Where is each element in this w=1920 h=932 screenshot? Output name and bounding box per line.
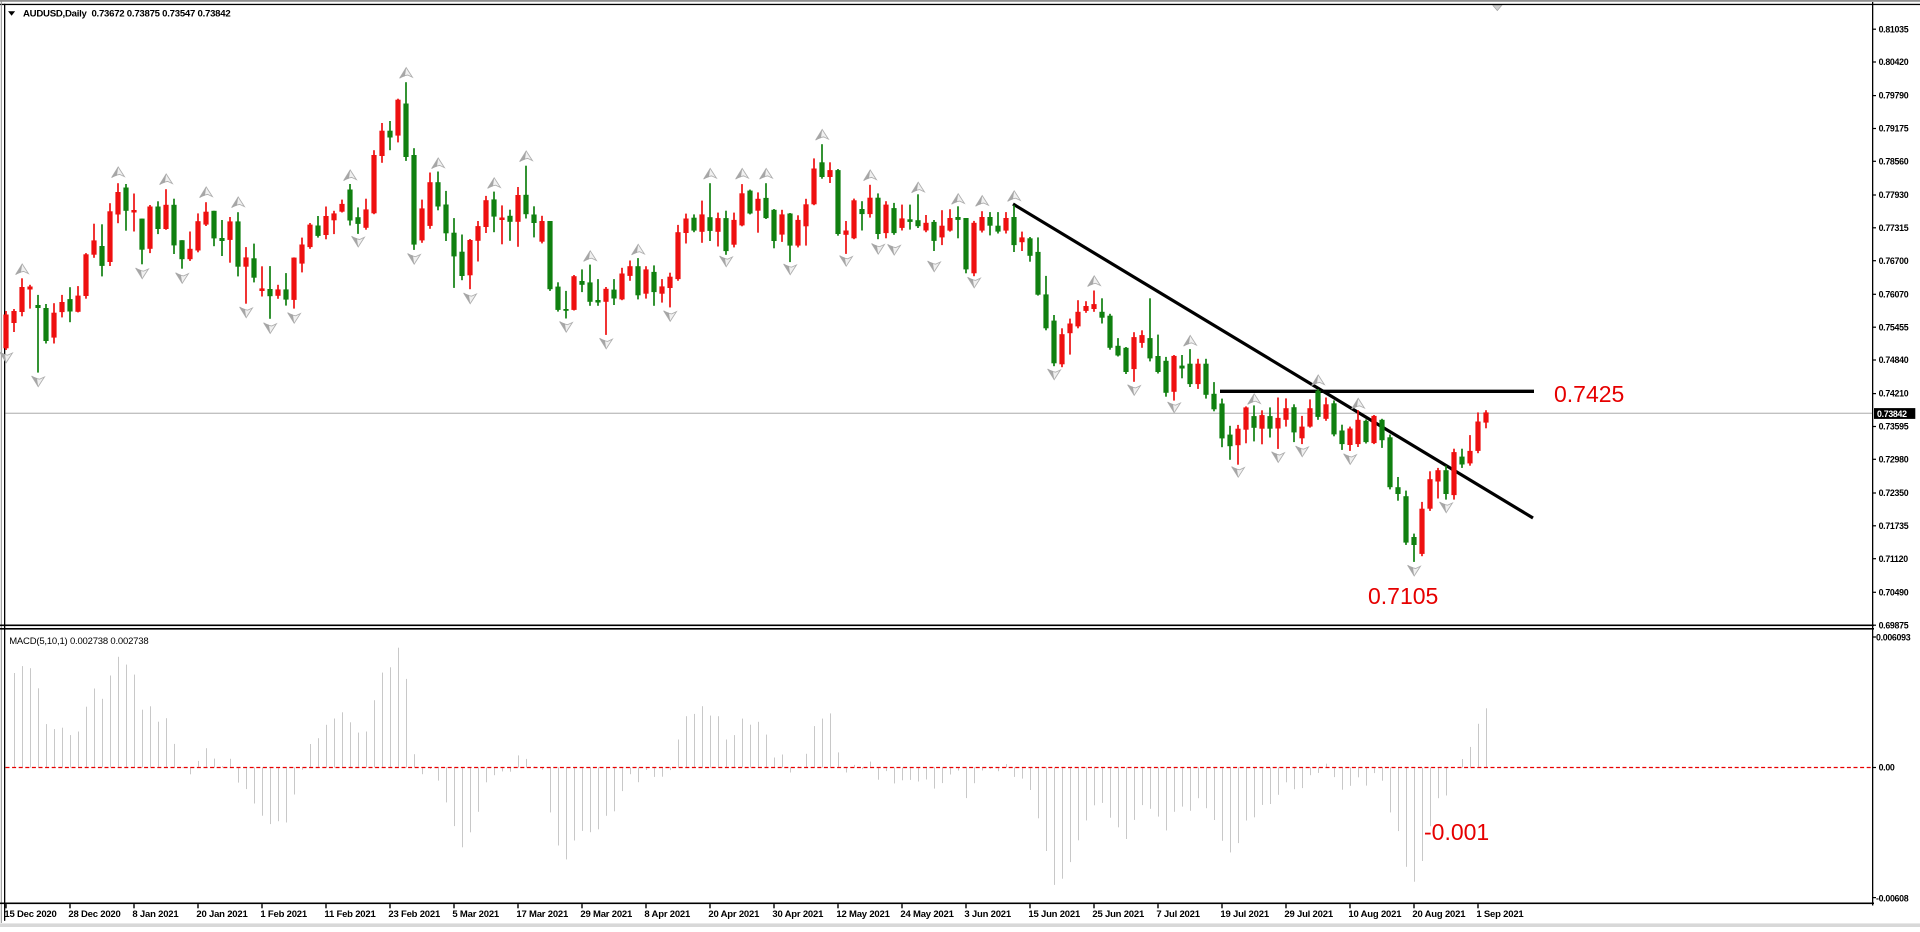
- svg-text:0.73595: 0.73595: [1879, 422, 1909, 432]
- svg-text:0.00: 0.00: [1879, 763, 1895, 773]
- svg-text:10 Aug 2021: 10 Aug 2021: [1348, 909, 1402, 920]
- svg-text:8 Apr 2021: 8 Apr 2021: [644, 909, 691, 920]
- svg-text:29 Jul 2021: 29 Jul 2021: [1284, 909, 1333, 920]
- svg-text:23 Feb 2021: 23 Feb 2021: [388, 909, 441, 920]
- svg-text:-0.00608: -0.00608: [1876, 893, 1909, 903]
- svg-text:0.71735: 0.71735: [1879, 521, 1909, 531]
- svg-text:15 Jun 2021: 15 Jun 2021: [1028, 909, 1081, 920]
- svg-text:0.006093: 0.006093: [1876, 633, 1911, 643]
- svg-text:MACD(5,10,1) 0.002738 0.002738: MACD(5,10,1) 0.002738 0.002738: [9, 636, 148, 647]
- svg-text:7 Jul 2021: 7 Jul 2021: [1156, 909, 1200, 920]
- svg-text:0.76700: 0.76700: [1879, 256, 1909, 266]
- svg-text:0.70490: 0.70490: [1879, 587, 1909, 597]
- svg-text:0.81035: 0.81035: [1879, 24, 1909, 34]
- svg-text:8 Jan 2021: 8 Jan 2021: [132, 909, 179, 920]
- svg-text:0.72980: 0.72980: [1879, 454, 1909, 464]
- svg-text:0.7425: 0.7425: [1554, 381, 1624, 407]
- svg-text:12 May 2021: 12 May 2021: [836, 909, 890, 920]
- svg-text:11 Feb 2021: 11 Feb 2021: [324, 909, 376, 920]
- svg-text:1 Sep 2021: 1 Sep 2021: [1476, 909, 1524, 920]
- svg-text:0.80420: 0.80420: [1879, 57, 1909, 67]
- svg-text:0.74840: 0.74840: [1879, 355, 1909, 365]
- svg-text:17 Mar 2021: 17 Mar 2021: [516, 909, 569, 920]
- svg-text:0.77315: 0.77315: [1879, 223, 1909, 233]
- svg-text:0.7105: 0.7105: [1368, 583, 1438, 609]
- svg-text:0.77930: 0.77930: [1879, 190, 1909, 200]
- svg-text:29 Mar 2021: 29 Mar 2021: [580, 909, 633, 920]
- svg-text:3 Jun 2021: 3 Jun 2021: [964, 909, 1012, 920]
- svg-text:0.75455: 0.75455: [1879, 322, 1909, 332]
- svg-text:20 Apr 2021: 20 Apr 2021: [708, 909, 760, 920]
- svg-text:0.74210: 0.74210: [1879, 389, 1909, 399]
- svg-text:0.73842: 0.73842: [1877, 409, 1907, 419]
- svg-text:15 Dec 2020: 15 Dec 2020: [4, 909, 56, 920]
- svg-text:0.71120: 0.71120: [1879, 554, 1909, 564]
- svg-text:20 Jan 2021: 20 Jan 2021: [196, 909, 248, 920]
- svg-text:1 Feb 2021: 1 Feb 2021: [260, 909, 308, 920]
- svg-text:5 Mar 2021: 5 Mar 2021: [452, 909, 500, 920]
- svg-text:28 Dec 2020: 28 Dec 2020: [68, 909, 120, 920]
- svg-text:30 Apr 2021: 30 Apr 2021: [772, 909, 824, 920]
- svg-text:0.78560: 0.78560: [1879, 156, 1909, 166]
- svg-text:20 Aug 2021: 20 Aug 2021: [1412, 909, 1466, 920]
- svg-text:AUDUSD,Daily 0.73672 0.73875: AUDUSD,Daily 0.73672 0.73875 0.73547 0.7…: [23, 9, 230, 20]
- svg-text:0.79790: 0.79790: [1879, 91, 1909, 101]
- svg-text:0.72350: 0.72350: [1879, 488, 1909, 498]
- svg-text:0.79175: 0.79175: [1879, 124, 1909, 134]
- svg-text:0.76070: 0.76070: [1879, 289, 1909, 299]
- svg-text:19 Jul 2021: 19 Jul 2021: [1220, 909, 1269, 920]
- svg-text:-0.001: -0.001: [1424, 819, 1489, 845]
- svg-text:25 Jun 2021: 25 Jun 2021: [1092, 909, 1145, 920]
- svg-text:24 May 2021: 24 May 2021: [900, 909, 954, 920]
- svg-text:0.69875: 0.69875: [1879, 620, 1909, 630]
